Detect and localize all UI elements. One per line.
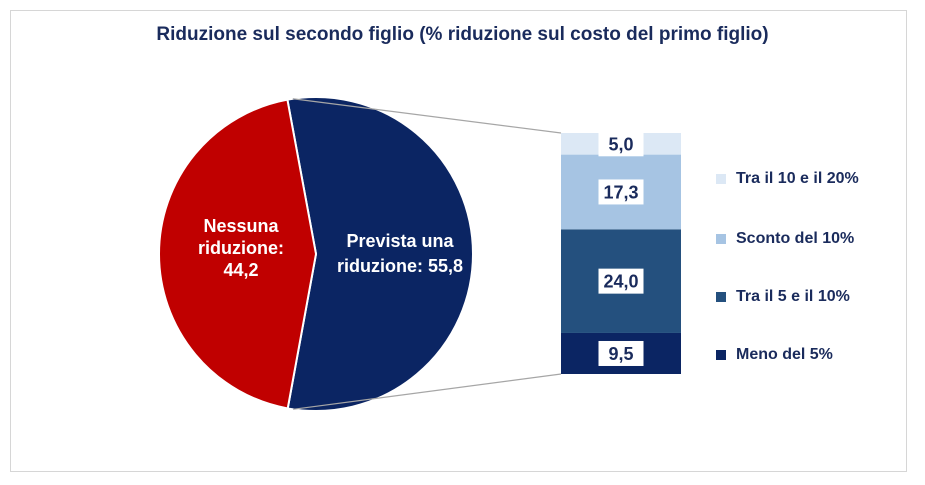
pie-label: riduzione: 55,8 — [337, 256, 463, 276]
bar-label: 5,0 — [608, 134, 633, 154]
legend-item-sconto-10: Sconto del 10% — [716, 230, 854, 248]
legend-label: Meno del 5% — [736, 346, 833, 363]
bar-label-box — [598, 131, 644, 157]
legend-label: Sconto del 10% — [736, 230, 855, 247]
legend-item-tra-10-20: Tra il 10 e il 20% — [716, 170, 859, 188]
legend-swatch — [716, 234, 726, 244]
pie-slice-nessuna — [157, 98, 318, 410]
bar-label: 17,3 — [603, 182, 638, 202]
bar-label: 9,5 — [608, 344, 633, 364]
pie-label: riduzione: — [198, 238, 284, 258]
chart-title: Riduzione sul secondo figlio (% riduzion… — [156, 24, 769, 45]
connector-line-top — [292, 98, 562, 134]
legend-item-tra-5-10: Tra il 5 e il 10% — [716, 288, 850, 306]
legend-swatch — [716, 174, 726, 184]
legend-swatch — [716, 350, 726, 360]
connector-lines — [292, 98, 562, 410]
bar-label: 24,0 — [603, 272, 638, 292]
bar-label-box — [598, 268, 644, 294]
connector-line-bottom — [293, 373, 562, 410]
bar-label-box — [598, 179, 644, 205]
legend-label: Tra il 10 e il 20% — [736, 170, 859, 187]
pie-label: Nessuna — [203, 216, 279, 236]
stacked-bar: 9,5 24,0 17,3 5,0 — [561, 131, 681, 374]
pie-label: Prevista una — [346, 231, 454, 251]
bar-label-box — [598, 340, 644, 366]
pie-slice-prevista — [286, 96, 474, 412]
legend-swatch — [716, 292, 726, 302]
legend-label: Tra il 5 e il 10% — [736, 288, 850, 305]
legend-item-meno-5: Meno del 5% — [716, 346, 833, 364]
pie-label: 44,2 — [223, 260, 258, 280]
